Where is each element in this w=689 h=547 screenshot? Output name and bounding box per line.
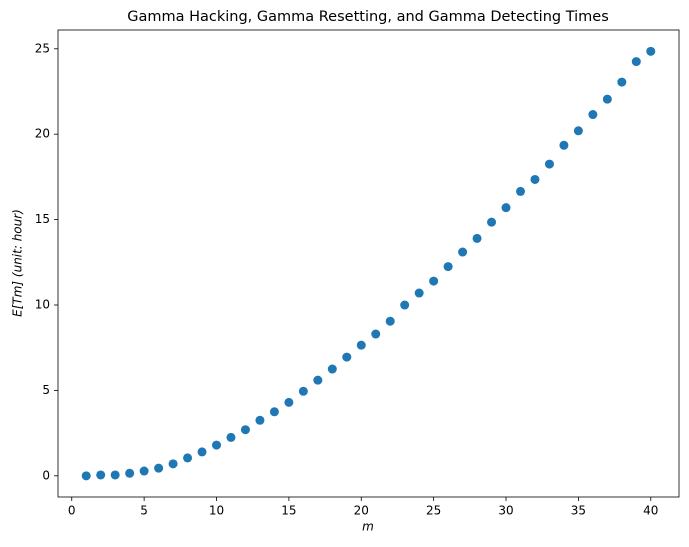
point (617, 77, 627, 87)
y-tick-label: 20 (35, 127, 50, 141)
point (573, 126, 583, 136)
y-tick-label: 0 (42, 468, 50, 482)
x-axis-label: m (362, 520, 374, 534)
point (458, 247, 468, 257)
y-tick-label: 25 (35, 41, 50, 55)
point (327, 364, 337, 374)
point (631, 57, 641, 67)
point (559, 140, 569, 150)
point (385, 316, 395, 326)
point (168, 459, 178, 469)
point (298, 386, 308, 396)
point (226, 432, 236, 442)
x-tick-label: 5 (140, 504, 148, 518)
point (197, 447, 207, 457)
point (515, 186, 525, 196)
point (96, 470, 106, 480)
point (602, 94, 612, 104)
point (183, 453, 193, 463)
point (255, 415, 265, 425)
point (269, 407, 279, 417)
x-tick-label: 25 (426, 504, 441, 518)
y-tick-label: 15 (35, 212, 50, 226)
y-tick-label: 10 (35, 298, 50, 312)
point (646, 46, 656, 56)
point (472, 233, 482, 243)
point (342, 352, 352, 362)
chart-title: Gamma Hacking, Gamma Resetting, and Gamm… (127, 9, 609, 25)
x-tick-label: 30 (498, 504, 513, 518)
point (544, 159, 554, 169)
plot-frame (57, 29, 680, 498)
point (371, 329, 381, 339)
point (501, 203, 511, 213)
y-axis-label: E[Tm] (unit: hour) (11, 209, 25, 317)
point (443, 262, 453, 272)
point (240, 425, 250, 435)
point (356, 340, 366, 350)
point (400, 300, 410, 310)
x-tick-label: 20 (354, 504, 369, 518)
point (212, 440, 222, 450)
point (313, 375, 323, 385)
point (125, 468, 135, 478)
point (284, 397, 294, 407)
x-tick-label: 0 (68, 504, 76, 518)
point (139, 466, 149, 476)
point (530, 174, 540, 184)
x-tick-label: 15 (281, 504, 296, 518)
point (414, 288, 424, 298)
x-tick-label: 40 (643, 504, 658, 518)
point (81, 471, 91, 481)
point (429, 276, 439, 286)
y-tick-label: 5 (42, 383, 50, 397)
x-tick-label: 10 (209, 504, 224, 518)
point (110, 470, 120, 480)
point (588, 110, 598, 120)
x-tick-label: 35 (571, 504, 586, 518)
point (154, 463, 164, 473)
point (487, 217, 497, 227)
